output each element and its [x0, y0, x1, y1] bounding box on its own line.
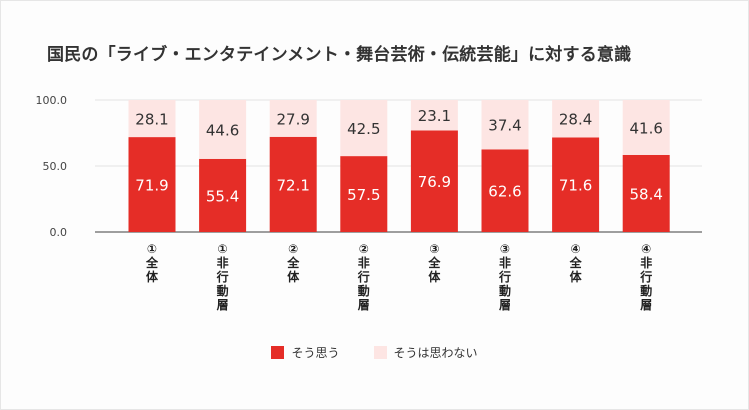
svg-text:行: 行: [216, 269, 229, 284]
svg-text:②: ②: [288, 242, 298, 256]
svg-text:非: 非: [499, 255, 511, 270]
data-label-disagree: 28.1: [135, 111, 168, 129]
bar-disagree: [410, 100, 458, 131]
bar-agree: [622, 154, 670, 232]
svg-text:行: 行: [357, 269, 370, 284]
svg-text:行: 行: [639, 269, 652, 284]
y-tick-label: 50.0: [43, 160, 68, 173]
svg-text:非: 非: [640, 255, 652, 270]
chart-title: 国民の「ライブ・エンタテインメント・舞台芸術・伝統芸能」に対する意識: [47, 45, 632, 65]
x-tick-label: ③全体: [427, 242, 441, 284]
svg-text:全: 全: [569, 255, 583, 270]
data-label-agree: 55.4: [206, 187, 239, 205]
svg-text:動: 動: [217, 283, 229, 298]
svg-text:体: 体: [570, 269, 583, 284]
legend-swatch-agree: [271, 346, 285, 359]
legend-label-disagree: そうは思わない: [393, 346, 478, 360]
bar-agree: [552, 137, 600, 232]
svg-text:全: 全: [427, 255, 441, 270]
legend-item-disagree: そうは思わない: [373, 344, 478, 361]
bar-disagree: [128, 100, 176, 138]
bar-disagree: [269, 100, 317, 137]
bar-agree: [340, 156, 388, 232]
y-tick-label: 100.0: [36, 94, 68, 107]
data-label-agree: 57.5: [347, 186, 380, 204]
svg-text:動: 動: [640, 283, 652, 298]
svg-text:非: 非: [217, 255, 229, 270]
svg-text:全: 全: [145, 255, 159, 270]
svg-text:層: 層: [358, 298, 370, 312]
data-label-disagree: 27.9: [276, 110, 309, 128]
bar-agree: [128, 137, 176, 232]
svg-text:行: 行: [498, 269, 511, 284]
bar-agree: [410, 130, 458, 232]
data-label-disagree: 37.4: [488, 117, 521, 135]
data-label-disagree: 23.1: [418, 107, 451, 125]
data-label-disagree: 42.5: [347, 120, 380, 138]
svg-text:体: 体: [146, 269, 159, 284]
svg-text:③: ③: [500, 242, 510, 256]
y-tick-label: 0.0: [50, 226, 68, 239]
svg-text:体: 体: [428, 269, 441, 284]
svg-text:層: 層: [217, 298, 229, 312]
bar-agree: [481, 149, 529, 232]
svg-text:③: ③: [429, 242, 439, 256]
svg-text:層: 層: [499, 298, 511, 312]
bar-disagree: [199, 100, 247, 159]
data-label-agree: 71.6: [559, 177, 592, 195]
svg-text:動: 動: [499, 283, 511, 298]
bar-agree: [269, 136, 317, 232]
svg-text:①: ①: [218, 242, 228, 256]
bar-disagree: [340, 100, 388, 157]
bar-disagree: [481, 100, 529, 150]
legend: そう思う そうは思わない: [0, 344, 749, 361]
data-label-disagree: 41.6: [629, 119, 662, 137]
bar-disagree: [622, 100, 670, 155]
legend-swatch-disagree: [373, 346, 387, 359]
data-label-agree: 71.9: [135, 177, 168, 195]
data-label-agree: 76.9: [418, 173, 451, 191]
x-tick-label: ①全体: [145, 242, 159, 284]
data-label-agree: 72.1: [276, 176, 309, 194]
svg-text:体: 体: [287, 269, 300, 284]
data-label-disagree: 44.6: [206, 121, 239, 139]
svg-text:動: 動: [358, 283, 370, 298]
svg-text:非: 非: [358, 255, 370, 270]
data-label-agree: 58.4: [629, 185, 662, 203]
legend-label-agree: そう思う: [291, 346, 340, 360]
bar-disagree: [552, 100, 600, 138]
data-label-agree: 62.6: [488, 183, 521, 201]
svg-text:④: ④: [641, 242, 651, 256]
legend-item-agree: そう思う: [271, 344, 340, 361]
svg-text:①: ①: [147, 242, 157, 256]
svg-text:全: 全: [286, 255, 300, 270]
x-tick-label: ④全体: [569, 242, 583, 284]
svg-text:②: ②: [359, 242, 369, 256]
svg-text:層: 層: [640, 298, 652, 312]
bar-agree: [199, 158, 247, 232]
data-label-disagree: 28.4: [559, 111, 592, 129]
svg-text:④: ④: [571, 242, 581, 256]
x-tick-label: ②全体: [286, 242, 300, 284]
